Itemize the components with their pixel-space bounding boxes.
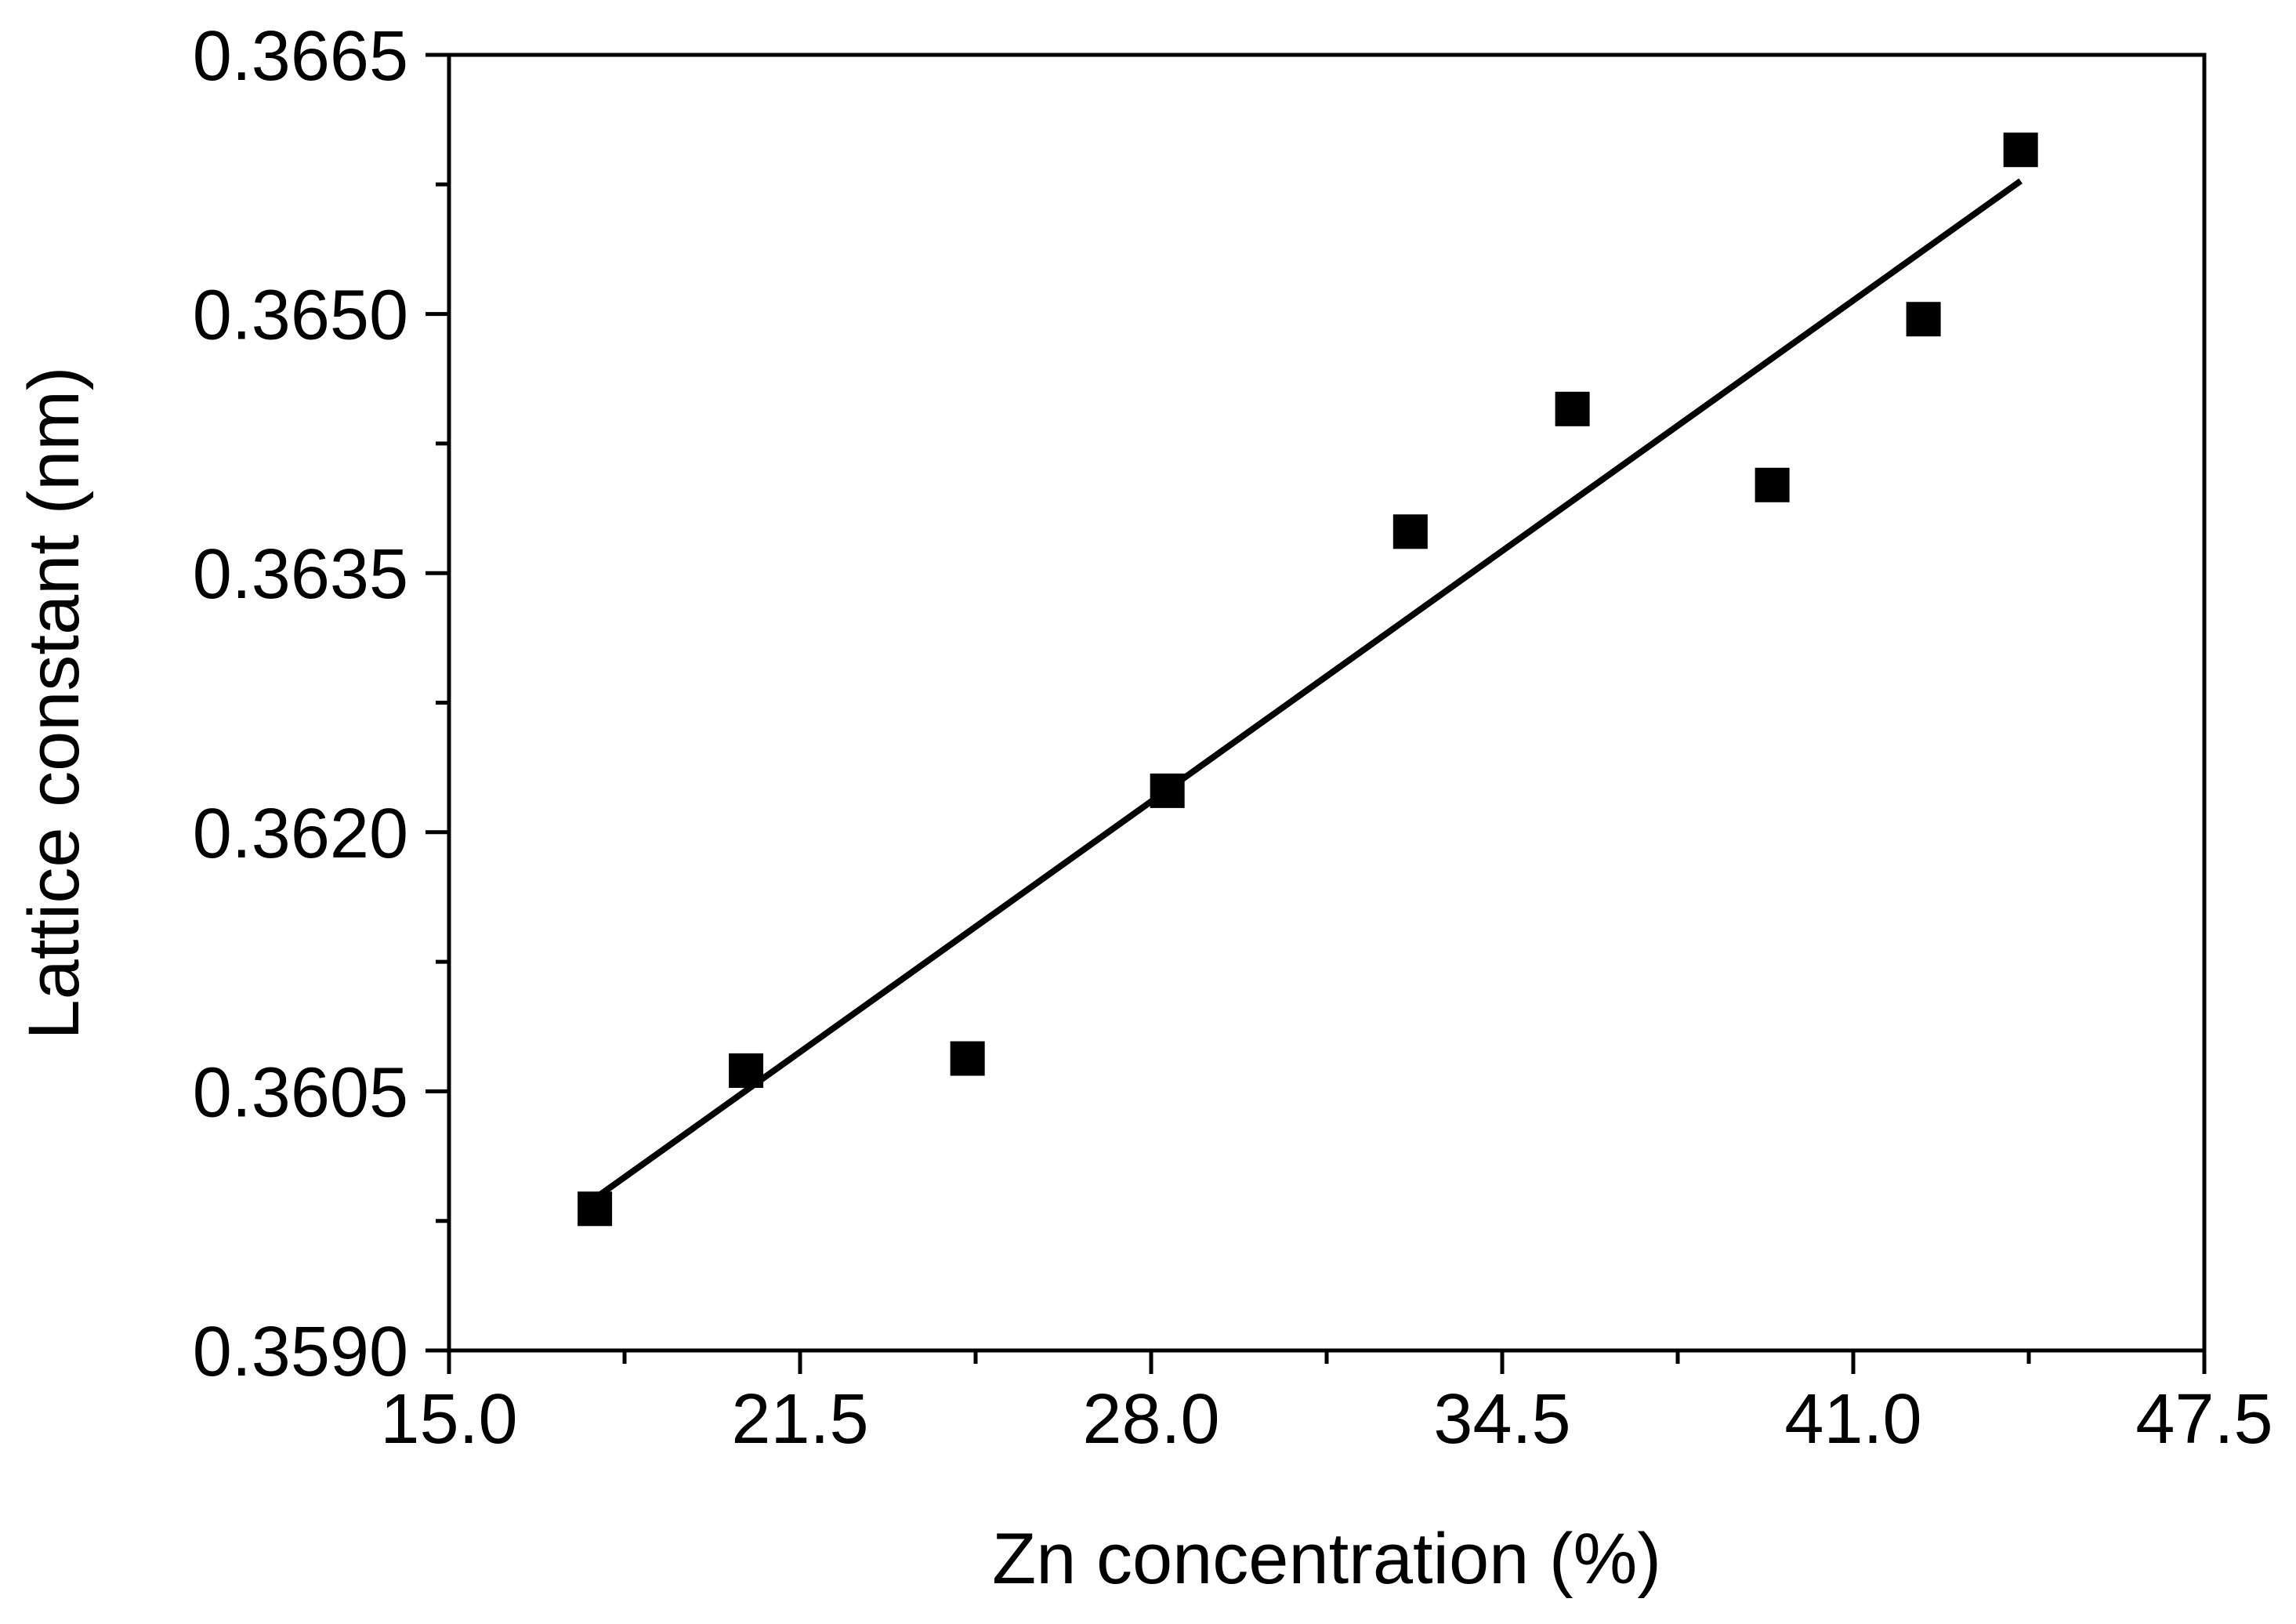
y-tick-label: 0.3635 xyxy=(193,535,408,614)
plot-frame xyxy=(447,53,2207,1353)
data-point xyxy=(950,1041,985,1076)
x-tick-label: 21.5 xyxy=(731,1380,868,1459)
data-point xyxy=(1555,391,1590,426)
data-point xyxy=(1906,302,1941,337)
data-point xyxy=(1150,773,1185,808)
data-points xyxy=(578,132,2038,1227)
y-tick-label: 0.3605 xyxy=(193,1053,408,1132)
y-axis-title: Lattice constant (nm) xyxy=(14,366,94,1039)
x-axis-ticks xyxy=(447,1350,2207,1374)
y-tick-label: 0.3650 xyxy=(193,277,408,355)
y-tick-label: 0.3620 xyxy=(193,795,408,873)
data-point xyxy=(1755,467,1790,502)
x-tick-label: 47.5 xyxy=(2135,1380,2272,1459)
y-tick-label: 0.3590 xyxy=(193,1313,408,1391)
x-tick-label: 15.0 xyxy=(380,1380,517,1459)
x-axis-title: Zn concentration (%) xyxy=(992,1519,1661,1599)
y-tick-label: 0.3665 xyxy=(193,17,408,96)
fit-line-group xyxy=(592,178,2023,1202)
x-tick-label: 34.5 xyxy=(1433,1380,1570,1459)
data-point xyxy=(578,1191,613,1227)
x-tick-label: 41.0 xyxy=(1784,1380,1921,1459)
data-point xyxy=(1392,514,1428,549)
x-tick-label: 28.0 xyxy=(1082,1380,1219,1459)
data-point xyxy=(729,1053,764,1088)
x-axis-tick-labels: 15.0 21.5 28.0 34.5 41.0 47.5 xyxy=(380,1380,2272,1459)
linear-fit-line xyxy=(592,178,2023,1202)
y-axis-ticks xyxy=(426,53,449,1353)
y-axis-tick-labels: 0.3590 0.3605 0.3620 0.3635 0.3650 0.3665 xyxy=(193,17,408,1391)
data-point xyxy=(2003,132,2038,168)
